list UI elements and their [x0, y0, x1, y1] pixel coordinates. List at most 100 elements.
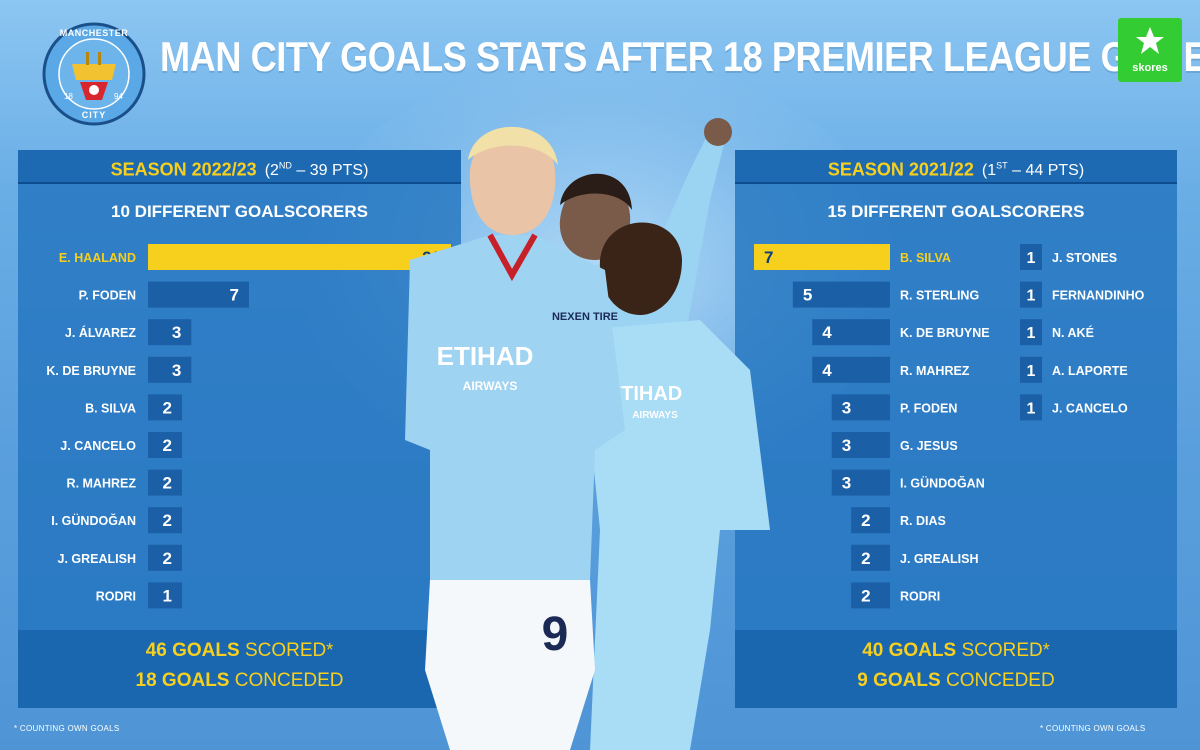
- one-goal-bar: [1020, 394, 1042, 421]
- category-label: K. DE BRUYNE: [46, 364, 136, 378]
- category-label: J. STONES: [1052, 251, 1117, 265]
- category-label: J. ÁLVAREZ: [65, 325, 136, 340]
- asterisk: *: [326, 640, 334, 660]
- category-label: B. SILVA: [900, 251, 951, 265]
- player-haaland-figure: ETIHAD AIRWAYS NEXEN TIRE 9: [405, 126, 625, 750]
- bar: [148, 356, 192, 383]
- bar: [831, 469, 890, 496]
- season-standing: (2ND – 39 PTS): [264, 161, 369, 180]
- panel-season-2022-23: SEASON 2022/23 (2ND – 39 PTS) 10 DIFFEREN…: [18, 150, 461, 708]
- goals-conceded-label: CONCEDED: [945, 670, 1055, 691]
- bar: [792, 281, 890, 308]
- crest-year-right: 94: [114, 92, 123, 101]
- category-label: N. AKÉ: [1052, 325, 1094, 340]
- player-illustrations: ETIHAD AIRWAYS ETIHAD AIRWAYS NEXEN TIRE…: [405, 118, 770, 750]
- season-standing: (1ST – 44 PTS): [982, 161, 1084, 179]
- shorts-number: 9: [542, 608, 569, 661]
- data-label: 2: [861, 511, 870, 530]
- bar: [148, 281, 249, 308]
- standing-ordinal: ST: [996, 161, 1008, 171]
- bar: [831, 394, 890, 421]
- data-label: 2: [163, 549, 172, 568]
- bar: [812, 356, 890, 383]
- season-label: SEASON 2022/23: [110, 159, 257, 180]
- category-label: P. FODEN: [79, 289, 136, 303]
- category-label: FERNANDINHO: [1052, 289, 1145, 303]
- bar: [148, 432, 182, 458]
- data-label: 1: [1027, 250, 1036, 267]
- category-label: RODRI: [900, 589, 940, 603]
- shirt-sponsor: ETIHAD: [437, 341, 534, 371]
- goals-conceded-line: 18 GOALS CONCEDED: [18, 670, 461, 692]
- category-label: J. GREALISH: [900, 552, 979, 566]
- club-crest: MANCHESTER 18 94 CITY: [42, 22, 146, 126]
- bar: [148, 319, 192, 346]
- panel-season-2021-22: SEASON 2021/22 (1ST – 44 PTS) 15 DIFFEREN…: [735, 150, 1177, 708]
- page-title: MAN CITY GOALS STATS AFTER 18 PREMIER LE…: [160, 33, 1200, 80]
- data-label: 2: [163, 511, 172, 530]
- category-label: RODRI: [96, 589, 136, 603]
- data-label: 7: [230, 286, 239, 305]
- data-label: 7: [764, 248, 773, 267]
- category-label: I. GÜNDOĞAN: [51, 513, 136, 528]
- goals-conceded-line: 9 GOALS CONCEDED: [735, 670, 1177, 692]
- bar: [148, 469, 182, 496]
- data-label: 2: [163, 398, 172, 417]
- bar: [148, 544, 182, 571]
- category-label: K. DE BRUYNE: [900, 326, 990, 340]
- asterisk: *: [1042, 640, 1050, 660]
- category-label: J. CANCELO: [1052, 401, 1128, 415]
- data-label: 1: [1027, 325, 1036, 342]
- footnote-right: * COUNTING OWN GOALS: [1040, 724, 1146, 733]
- data-label: 1: [1027, 363, 1036, 380]
- category-label: R. MAHREZ: [67, 477, 137, 491]
- category-label: R. MAHREZ: [900, 364, 970, 378]
- data-label: 2: [163, 474, 172, 493]
- bar: [148, 507, 182, 534]
- crest-year-left: 18: [64, 92, 73, 101]
- data-label: 3: [842, 474, 851, 493]
- goals-conceded-value: 9 GOALS: [857, 670, 941, 691]
- bar-chart-2021-22: 7 B. SILVA 5 R. STERLING 4 K. DE BRUYNE 4 R. MA…: [754, 244, 1145, 609]
- data-label: 2: [861, 549, 870, 568]
- data-label: 4: [822, 361, 832, 380]
- bar: [812, 319, 890, 346]
- goals-scored-value: 46 GOALS: [145, 640, 240, 661]
- category-label: J. GREALISH: [58, 552, 137, 566]
- shirt-sponsor-sub: AIRWAYS: [632, 410, 678, 421]
- goals-summary: 46 GOALS SCORED* 18 GOALS CONCEDED: [18, 630, 461, 708]
- category-label: R. STERLING: [900, 289, 979, 303]
- one-goal-bar: [1020, 356, 1042, 383]
- one-goal-bar: [1020, 281, 1042, 308]
- shirt-sponsor-sub: AIRWAYS: [463, 379, 518, 393]
- crest-text-bottom: CITY: [81, 110, 107, 120]
- category-label: J. CANCELO: [60, 439, 136, 453]
- data-label: 1: [163, 586, 172, 605]
- goals-scored-label: SCORED: [961, 640, 1043, 661]
- goals-conceded-label: CONCEDED: [234, 670, 344, 691]
- bar-chart-2022-23: E. HAALAND 2 1 P. FODEN 7 J. ÁLVAREZ 3 K. DE BR…: [46, 244, 451, 609]
- category-label: E. HAALAND: [59, 251, 136, 265]
- bar: [148, 394, 182, 421]
- bar: [851, 507, 890, 534]
- data-label: 3: [842, 398, 851, 417]
- goalscorers-count: 10 DIFFERENT GOALSCORERS: [111, 202, 368, 221]
- standing-pre: (2: [264, 162, 279, 180]
- goals-scored-value: 40 GOALS: [862, 640, 957, 661]
- brand-logo[interactable]: skores: [1118, 18, 1182, 82]
- brand-label: skores: [1132, 62, 1168, 74]
- data-label: 5: [803, 286, 812, 305]
- goalscorers-count: 15 DIFFERENT GOALSCORERS: [827, 202, 1085, 221]
- bar: [754, 244, 890, 270]
- bar: [831, 432, 890, 458]
- goals-conceded-value: 18 GOALS: [135, 670, 230, 691]
- bar: [851, 544, 890, 571]
- data-label: 3: [842, 436, 851, 455]
- standing-ordinal: ND: [278, 161, 292, 171]
- data-label: 4: [822, 323, 832, 342]
- category-label: P. FODEN: [900, 401, 957, 415]
- season-label: SEASON 2021/22: [827, 159, 974, 180]
- goals-scored-line: 40 GOALS SCORED*: [735, 640, 1177, 662]
- goals-scored-line: 46 GOALS SCORED*: [18, 640, 461, 662]
- standing-post: – 39 PTS): [291, 162, 369, 180]
